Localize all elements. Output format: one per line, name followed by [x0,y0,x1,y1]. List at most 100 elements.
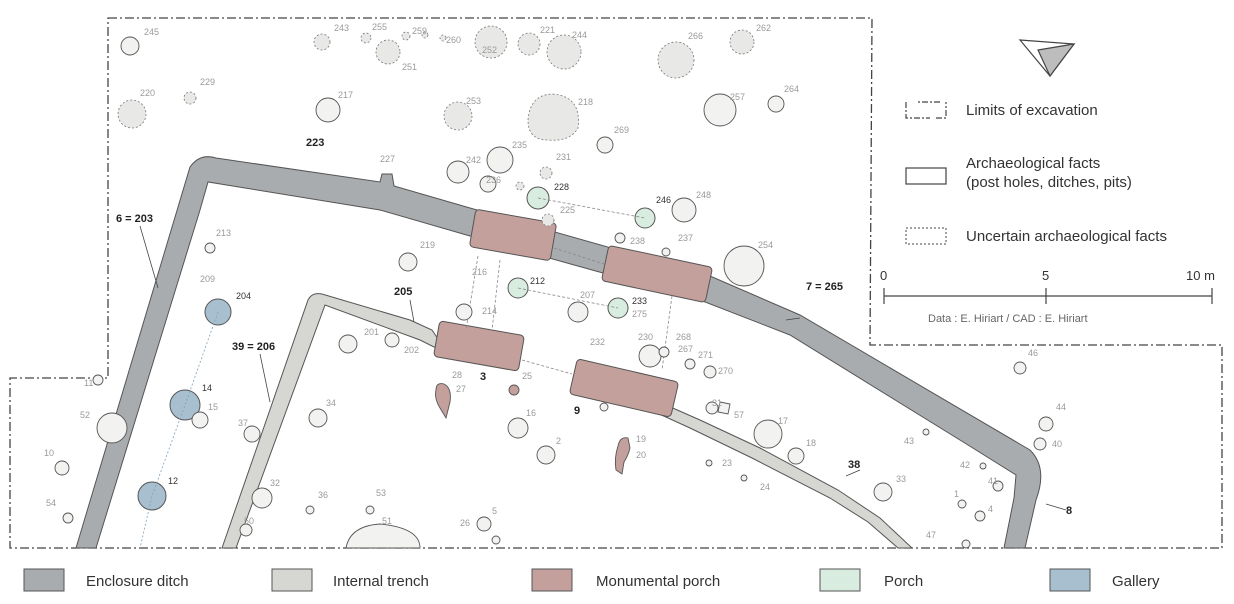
label-34: 34 [326,398,336,408]
label-253: 253 [466,96,481,106]
label-24: 24 [760,482,770,492]
label-264: 264 [784,84,799,94]
label-267: 267 [678,344,693,354]
label-245: 245 [144,27,159,37]
label-14: 14 [202,383,212,393]
label-230: 230 [638,332,653,342]
label-1: 1 [954,489,959,499]
label-238: 238 [630,236,645,246]
scale-zero: 0 [880,268,887,283]
label-26: 26 [460,518,470,528]
label-25: 25 [522,371,532,381]
label-233: 233 [632,296,647,306]
label-260: 260 [446,35,461,45]
bottom-legend: Enclosure ditch Internal trench Monument… [23,568,1160,592]
north-arrow-icon [1018,39,1076,78]
internal-trench-south [645,397,914,549]
legend-porch: Porch [884,573,923,590]
gallery-post-12 [137,481,167,511]
label-40: 40 [1052,439,1062,449]
label-16: 16 [526,408,536,418]
label-5: 5 [492,506,497,516]
label-237: 237 [678,233,693,243]
label-39-206: 39 = 206 [232,341,275,353]
label-205: 205 [394,286,412,298]
label-8: 8 [1066,505,1072,517]
label-242: 242 [466,155,481,165]
label-262: 262 [756,23,771,33]
label-32: 32 [270,478,280,488]
label-12: 12 [168,476,178,486]
scale-end: 10 m [1186,268,1215,283]
label-52: 52 [80,410,90,420]
label-231: 231 [556,152,571,162]
porch-alignment-lines [465,197,673,375]
legend: Limits of excavation Archaeological fact… [905,101,1167,245]
label-244: 244 [572,30,587,40]
label-3: 3 [480,371,486,383]
label-220: 220 [140,88,155,98]
swatch-internal-trench [271,568,313,592]
label-46: 46 [1028,348,1038,358]
legend-internal-trench: Internal trench [333,573,429,590]
label-11: 11 [84,378,93,388]
swatch-gallery [1049,568,1091,592]
label-47: 47 [926,530,936,540]
label-18: 18 [806,438,816,448]
label-207: 207 [580,290,595,300]
label-36: 36 [318,490,328,500]
legend-limits: Limits of excavation [966,102,1098,119]
legend-gallery: Gallery [1112,573,1160,590]
label-221: 221 [540,25,555,35]
label-248: 248 [696,190,711,200]
scale-mid: 5 [1042,268,1049,283]
structure-labels: 223 6 = 203 205 39 = 206 3 9 7 = 265 38 … [116,137,1072,517]
label-225: 225 [560,205,575,215]
label-6-203: 6 = 203 [116,213,153,225]
label-236: 236 [486,175,501,185]
label-27: 27 [456,384,466,394]
label-43: 43 [904,436,914,446]
label-227: 227 [380,154,395,164]
label-269: 269 [614,125,629,135]
label-33: 33 [896,474,906,484]
label-9: 9 [574,405,580,417]
label-53: 53 [376,488,386,498]
scale-bar: 0 5 10 m Data : E. Hiriart / CAD : E. Hi… [880,268,1215,325]
swatch-porch [819,568,861,592]
gallery-line [139,311,219,549]
legend-monumental-porch: Monumental porch [596,573,720,590]
label-204: 204 [236,291,251,301]
label-41: 41 [988,476,998,486]
label-31: 31 [712,398,722,408]
label-212: 212 [530,276,545,286]
label-209: 209 [200,274,215,284]
label-243: 243 [334,23,349,33]
monumental-post-nw [469,209,557,261]
label-214: 214 [482,306,497,316]
label-259: 259 [412,26,427,36]
label-42: 42 [960,460,970,470]
label-223: 223 [306,137,324,149]
archaeological-features [54,36,1054,549]
porch-post-246 [634,207,656,229]
label-7-265: 7 = 265 [806,281,843,293]
label-2: 2 [556,436,561,446]
gallery-post-14 [169,389,201,421]
label-275: 275 [632,309,647,319]
label-251: 251 [402,62,417,72]
label-20: 20 [636,450,646,460]
legend-enclosure-ditch: Enclosure ditch [86,573,189,590]
monumental-post-ne [601,245,713,303]
label-28: 28 [452,370,462,380]
excavation-limit [9,17,1223,549]
label-17: 17 [778,416,788,426]
label-218: 218 [578,97,593,107]
label-246: 246 [656,195,671,205]
feature-labels: 245 243 255 259 260 252 221 244 251 266 … [44,22,1066,540]
label-202: 202 [404,345,419,355]
swatch-monumental-porch [531,568,573,592]
label-57: 57 [734,410,744,420]
label-201: 201 [364,327,379,337]
